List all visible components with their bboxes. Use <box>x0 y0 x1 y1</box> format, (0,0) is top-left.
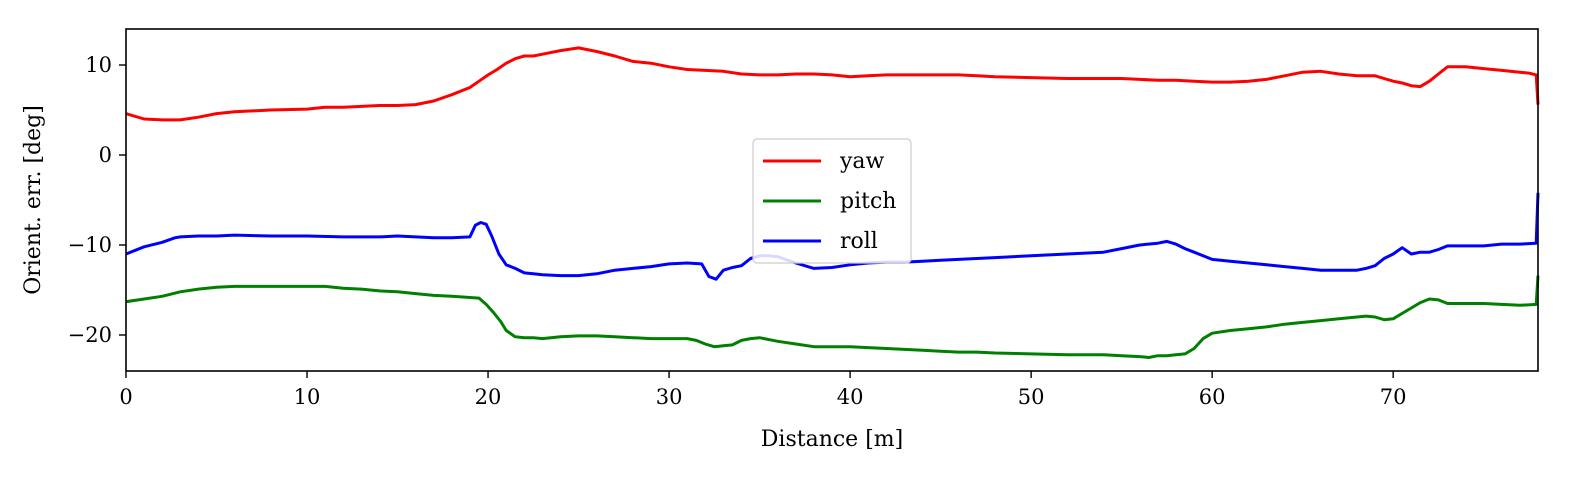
y-tick-label: −20 <box>68 323 112 347</box>
x-tick-label: 60 <box>1199 385 1226 409</box>
series-layer <box>125 46 1540 359</box>
y-tick-label: 0 <box>99 143 112 167</box>
plot-frame <box>125 28 1539 372</box>
x-tick-label: 40 <box>837 385 864 409</box>
x-tick-label: 0 <box>119 385 132 409</box>
legend-label-roll: roll <box>840 229 878 254</box>
x-axis-ticks: 0 10 20 30 40 50 60 70 <box>119 371 1407 409</box>
legend-label-pitch: pitch <box>840 189 896 214</box>
x-tick-label: 70 <box>1380 385 1407 409</box>
y-axis-ticks: 10 0 −10 −20 <box>68 53 126 347</box>
x-tick-label: 20 <box>475 385 502 409</box>
legend-entries: yaw pitch roll <box>763 149 896 254</box>
series-line-roll <box>125 192 1540 281</box>
y-axis-label: Orient. err. [deg] <box>21 105 46 295</box>
series-line-yaw <box>125 46 1540 122</box>
series-line-pitch <box>125 275 1540 359</box>
y-tick-label: 10 <box>85 53 112 77</box>
legend-label-yaw: yaw <box>839 149 885 174</box>
legend: yaw pitch roll <box>752 138 912 264</box>
x-tick-label: 10 <box>294 385 321 409</box>
legend-box <box>752 138 912 264</box>
y-tick-label: −10 <box>68 233 112 257</box>
x-axis-label: Distance [m] <box>761 427 903 452</box>
x-tick-label: 50 <box>1018 385 1045 409</box>
x-tick-label: 30 <box>656 385 683 409</box>
